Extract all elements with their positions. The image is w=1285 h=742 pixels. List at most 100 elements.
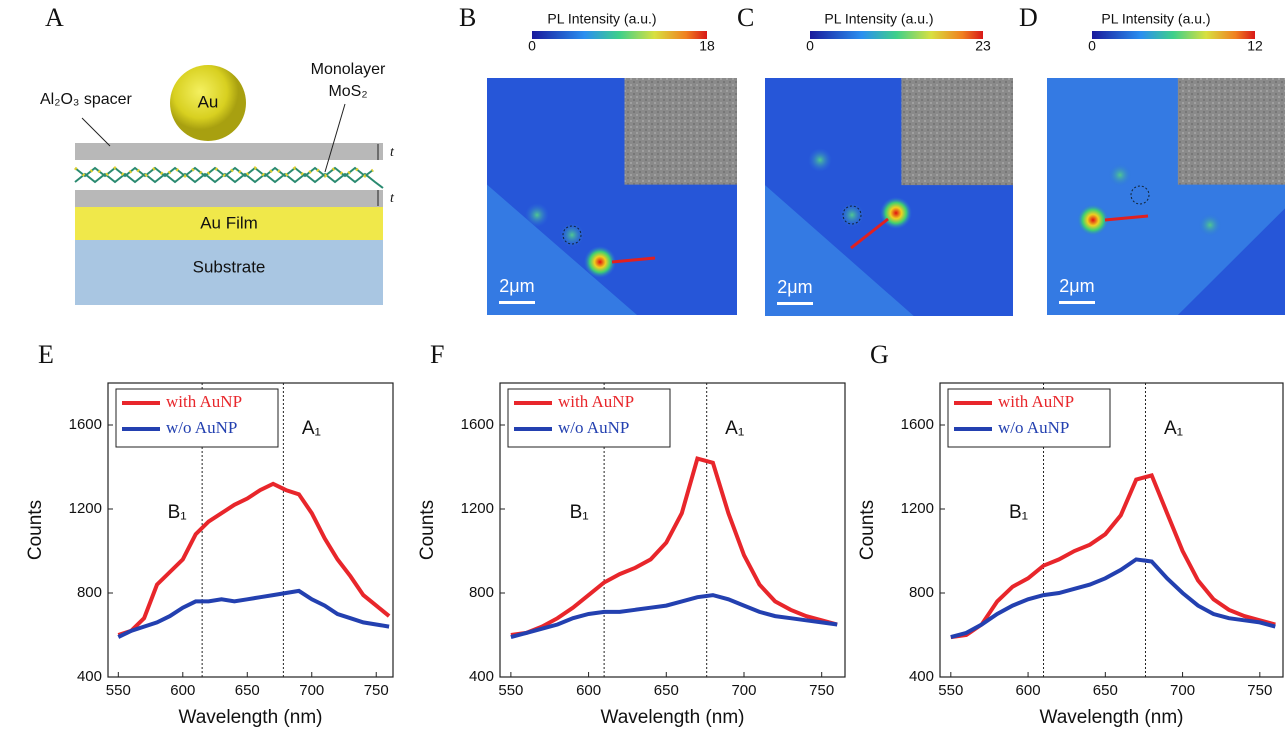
y-tick-label: 1200: [901, 500, 934, 517]
label: MoS₂: [328, 83, 367, 100]
annotation: B₁: [168, 502, 187, 523]
x-tick-label: 700: [731, 682, 756, 699]
label: Substrate: [193, 257, 266, 276]
arrow: [81, 117, 111, 147]
panel-letter: C: [737, 3, 754, 32]
x-tick-label: 600: [576, 682, 601, 699]
annotation: A₁: [1164, 418, 1183, 439]
data-line: [510, 456, 838, 637]
colorbar-min: 0: [528, 38, 536, 54]
legend-label: with AuNP: [166, 392, 242, 411]
arrow: [1104, 214, 1149, 222]
y-tick-label: 800: [469, 584, 494, 601]
panel-letter: G: [870, 340, 889, 369]
y-tick-label: 1600: [901, 416, 934, 433]
label: Monolayer: [311, 61, 386, 78]
pl-spot: [584, 246, 616, 278]
arrow: [611, 256, 656, 264]
panel-a: A Au Au Film Substrate Al₂O₃ spacer Mono…: [40, 3, 395, 305]
y-tick-label: 800: [909, 584, 934, 601]
label: t: [390, 145, 395, 160]
label: Al₂O₃ spacer: [40, 91, 133, 108]
pl-spot: [1077, 204, 1109, 236]
x-tick-label: 650: [654, 682, 679, 699]
label: Au: [198, 92, 219, 111]
y-tick-label: 400: [77, 668, 102, 685]
flake: [765, 185, 914, 316]
x-tick-label: 650: [235, 682, 260, 699]
legend-label: w/o AuNP: [998, 418, 1069, 437]
colorbar-title: PL Intensity (a.u.): [824, 11, 933, 27]
spacer-layer: [75, 143, 383, 160]
x-tick-label: 600: [1016, 682, 1041, 699]
label: t: [390, 191, 395, 206]
pl-spot: [525, 203, 549, 227]
data-line: [950, 473, 1276, 640]
scale-bar: [777, 302, 813, 305]
x-tick-label: 600: [170, 682, 195, 699]
x-tick-label: 550: [106, 682, 131, 699]
x-tick-label: 550: [498, 682, 523, 699]
x-tick-label: 750: [1247, 682, 1272, 699]
label: Au Film: [200, 213, 258, 232]
data-line: [510, 593, 838, 640]
legend-box: [507, 388, 671, 448]
x-tick-label: 750: [364, 682, 389, 699]
legend-box: [947, 388, 1111, 448]
colorbar: [532, 31, 707, 39]
y-axis-title: Counts: [857, 500, 878, 560]
x-tick-label: 550: [938, 682, 963, 699]
y-tick-label: 1600: [69, 416, 102, 433]
data-line: [117, 481, 391, 637]
legend-box: [115, 388, 279, 448]
y-tick-label: 1200: [461, 500, 494, 517]
scale-label: 2μm: [499, 276, 534, 296]
annotation: A₁: [302, 418, 321, 439]
y-tick-label: 400: [909, 668, 934, 685]
au-sphere: [170, 65, 246, 141]
sem-inset: [624, 78, 737, 185]
frame: [499, 382, 846, 678]
annotation: A₁: [725, 418, 744, 439]
y-tick-label: 800: [77, 584, 102, 601]
scale-label: 2μm: [1059, 276, 1094, 296]
data-line: [117, 588, 390, 639]
y-axis-title: Counts: [25, 500, 46, 560]
mos2-atoms: [74, 166, 374, 178]
colorbar-max: 12: [1247, 38, 1263, 54]
colorbar: [810, 31, 983, 39]
sem-inset: [901, 78, 1013, 186]
pl-spot: [808, 148, 832, 172]
reference-circle: [1130, 185, 1150, 205]
data-line: [950, 557, 1276, 640]
arrow: [324, 103, 346, 173]
au-film: [75, 207, 383, 240]
panel-letter: B: [459, 3, 476, 32]
frame: [107, 382, 394, 678]
annotation: B₁: [1009, 502, 1028, 523]
legend-label: w/o AuNP: [558, 418, 629, 437]
frame: [939, 382, 1284, 678]
mos2-layer: [75, 160, 383, 190]
y-axis-title: Counts: [417, 500, 438, 560]
scale-bar: [1059, 301, 1095, 304]
colorbar-min: 0: [1088, 38, 1096, 54]
reference-circle: [562, 225, 582, 245]
x-axis-title: Wavelength (nm): [1040, 707, 1184, 728]
x-tick-label: 700: [1170, 682, 1195, 699]
scale-bar: [499, 301, 535, 304]
pl-spot: [840, 203, 864, 227]
spacer-layer: [75, 190, 383, 207]
scale-label: 2μm: [777, 277, 812, 297]
y-tick-label: 400: [469, 668, 494, 685]
colorbar: [1092, 31, 1255, 39]
y-tick-label: 1200: [69, 500, 102, 517]
x-axis-title: Wavelength (nm): [179, 707, 323, 728]
colorbar-title: PL Intensity (a.u.): [547, 11, 656, 27]
reference-circle: [842, 205, 862, 225]
panel-letter: D: [1019, 3, 1038, 32]
colorbar-min: 0: [806, 38, 814, 54]
x-axis-title: Wavelength (nm): [601, 707, 745, 728]
